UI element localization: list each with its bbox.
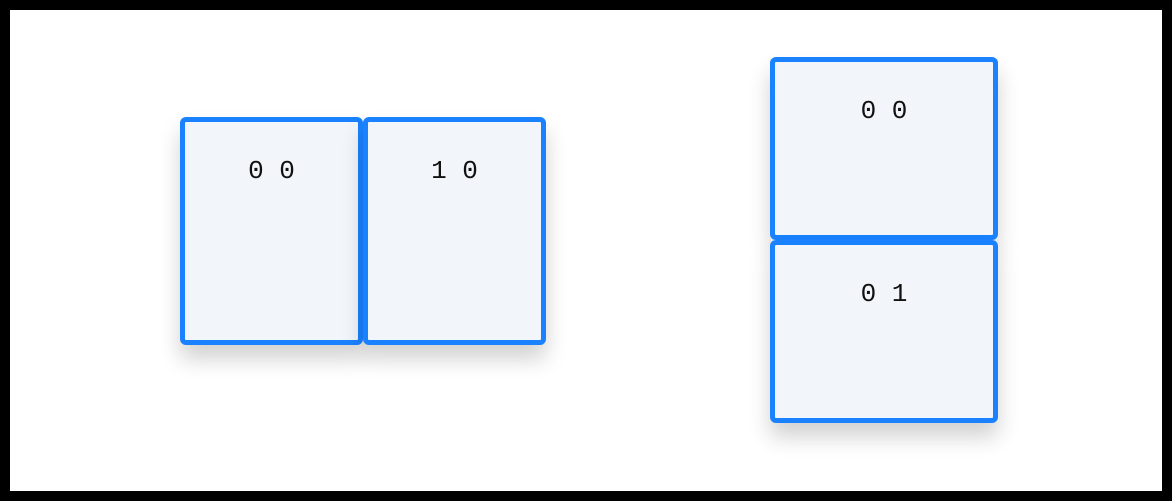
diagram-canvas: 0 0 1 0 0 0 0 1 xyxy=(10,10,1162,491)
cell-label: 0 0 xyxy=(248,156,295,186)
cell-left-0: 0 0 xyxy=(180,117,363,345)
cell-right-0: 0 0 xyxy=(770,57,998,240)
cell-right-1: 0 1 xyxy=(770,240,998,423)
cell-label: 0 0 xyxy=(861,96,908,126)
group-vertical: 0 0 0 1 xyxy=(770,57,998,423)
cell-label: 1 0 xyxy=(431,156,478,186)
cell-left-1: 1 0 xyxy=(363,117,546,345)
cell-label: 0 1 xyxy=(861,279,908,309)
group-horizontal: 0 0 1 0 xyxy=(180,117,546,345)
